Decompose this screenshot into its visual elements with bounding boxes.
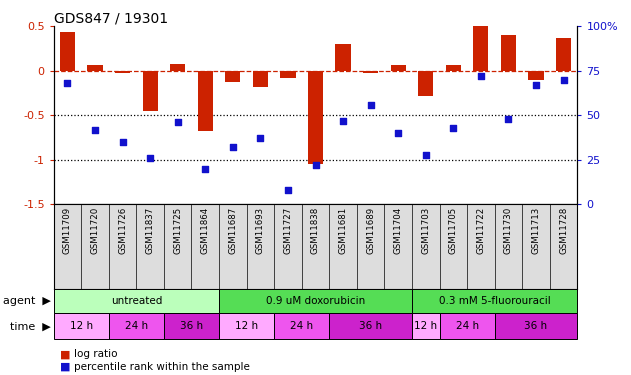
Point — [310, 162, 321, 168]
Text: percentile rank within the sample: percentile rank within the sample — [74, 362, 250, 372]
Point — [173, 119, 183, 125]
Point — [283, 187, 293, 193]
Text: GSM11864: GSM11864 — [201, 207, 209, 254]
Bar — [329, 313, 412, 339]
Text: GSM11720: GSM11720 — [90, 207, 100, 254]
Bar — [115, 71, 130, 74]
Bar — [54, 289, 219, 313]
Text: 12 h: 12 h — [235, 321, 258, 331]
Text: GSM11727: GSM11727 — [283, 207, 292, 254]
Text: GSM11726: GSM11726 — [118, 207, 127, 254]
Text: GSM11709: GSM11709 — [63, 207, 72, 254]
Point — [62, 80, 73, 86]
Bar — [418, 71, 433, 96]
Point — [338, 118, 348, 124]
Text: GSM11703: GSM11703 — [422, 207, 430, 254]
Text: GSM11725: GSM11725 — [173, 207, 182, 254]
Point — [504, 116, 514, 122]
Point — [145, 155, 155, 161]
Text: 36 h: 36 h — [524, 321, 548, 331]
Text: GSM11728: GSM11728 — [559, 207, 568, 254]
Text: GSM11722: GSM11722 — [476, 207, 485, 254]
Point — [365, 102, 375, 108]
Bar — [495, 313, 577, 339]
Text: 24 h: 24 h — [456, 321, 479, 331]
Bar — [88, 64, 103, 71]
Point — [90, 127, 100, 133]
Text: GSM11837: GSM11837 — [146, 207, 155, 254]
Bar — [473, 26, 488, 71]
Bar — [445, 64, 461, 71]
Text: ■: ■ — [60, 362, 71, 372]
Text: GSM11689: GSM11689 — [366, 207, 375, 254]
Bar — [109, 313, 164, 339]
Bar — [60, 33, 75, 71]
Text: agent  ▶: agent ▶ — [3, 296, 50, 306]
Bar — [440, 313, 495, 339]
Text: GSM11681: GSM11681 — [339, 207, 348, 254]
Bar — [308, 71, 323, 164]
Bar — [54, 313, 109, 339]
Bar — [501, 35, 516, 71]
Text: untreated: untreated — [110, 296, 162, 306]
Text: GSM11713: GSM11713 — [531, 207, 541, 254]
Text: 12 h: 12 h — [69, 321, 93, 331]
Bar — [274, 313, 329, 339]
Point — [117, 139, 127, 145]
Point — [531, 82, 541, 88]
Text: 24 h: 24 h — [290, 321, 313, 331]
Bar — [225, 71, 240, 82]
Point — [228, 144, 238, 150]
Bar — [280, 71, 295, 78]
Bar — [170, 64, 186, 71]
Text: ■: ■ — [60, 350, 71, 359]
Bar — [556, 38, 571, 71]
Text: 12 h: 12 h — [414, 321, 437, 331]
Text: 36 h: 36 h — [180, 321, 203, 331]
Text: 24 h: 24 h — [125, 321, 148, 331]
Bar — [528, 71, 543, 80]
Point — [476, 73, 486, 79]
Bar — [253, 71, 268, 87]
Text: GDS847 / 19301: GDS847 / 19301 — [54, 11, 168, 25]
Bar — [143, 71, 158, 111]
Text: GSM11730: GSM11730 — [504, 207, 513, 254]
Text: GSM11705: GSM11705 — [449, 207, 458, 254]
Bar — [336, 44, 351, 71]
Point — [448, 125, 458, 131]
Text: GSM11704: GSM11704 — [394, 207, 403, 254]
Text: 0.3 mM 5-fluorouracil: 0.3 mM 5-fluorouracil — [439, 296, 550, 306]
Point — [200, 166, 210, 172]
Bar — [363, 71, 378, 74]
Text: GSM11838: GSM11838 — [311, 207, 320, 254]
Point — [393, 130, 403, 136]
Text: GSM11687: GSM11687 — [228, 207, 237, 254]
Bar — [219, 313, 274, 339]
Text: time  ▶: time ▶ — [9, 321, 50, 331]
Text: GSM11693: GSM11693 — [256, 207, 265, 254]
Point — [421, 152, 431, 157]
Bar — [412, 289, 577, 313]
Bar — [164, 313, 219, 339]
Bar — [198, 71, 213, 131]
Bar — [391, 64, 406, 71]
Bar — [412, 313, 440, 339]
Point — [558, 77, 569, 83]
Bar — [219, 289, 412, 313]
Text: log ratio: log ratio — [74, 350, 117, 359]
Text: 36 h: 36 h — [359, 321, 382, 331]
Text: 0.9 uM doxorubicin: 0.9 uM doxorubicin — [266, 296, 365, 306]
Point — [256, 135, 266, 141]
